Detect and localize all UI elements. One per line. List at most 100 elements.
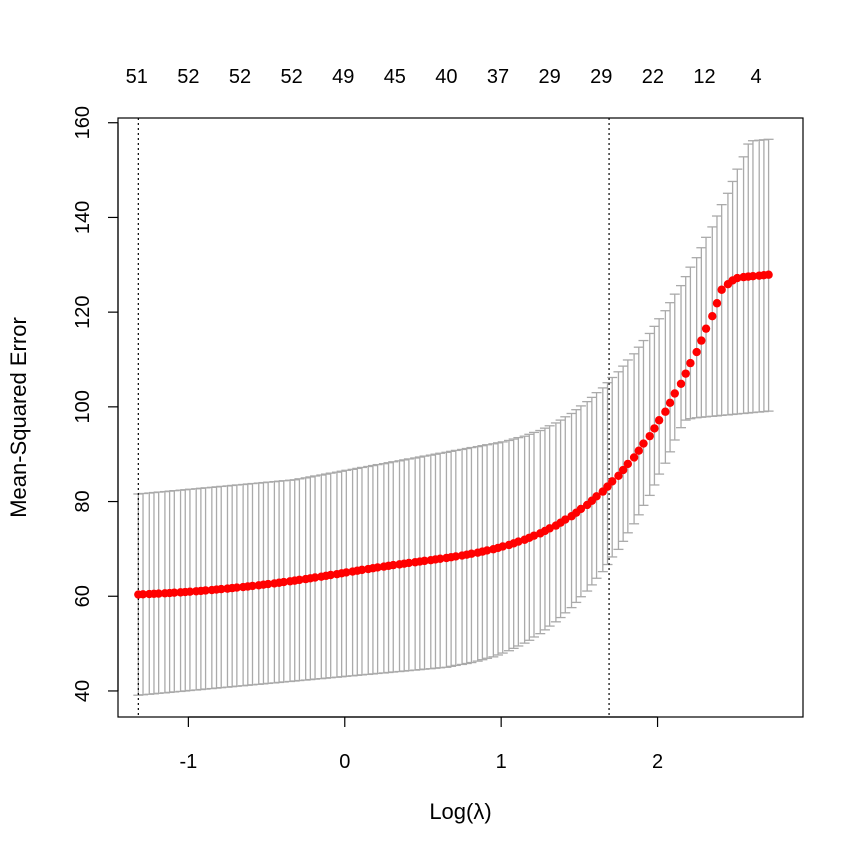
data-point [686,358,695,368]
error-bar [660,310,671,464]
error-bar [665,302,676,453]
data-point [561,515,570,524]
y-tick-label: 80 [72,490,94,512]
top-axis-label: 4 [751,66,762,88]
y-axis: 40 60 80 100 120 140 160 [72,106,119,702]
top-axis-label: 29 [590,66,612,88]
data-point [248,581,257,591]
error-bar [602,382,613,566]
data-point [185,587,195,596]
top-axis-label: 52 [177,66,199,88]
data-point [634,446,643,455]
data-point [670,389,679,398]
data-point [279,577,288,587]
data-point [170,588,179,597]
error-bar [638,339,649,506]
error-bar [680,275,691,421]
y-axis-label: Mean-Squared Error [6,317,31,518]
error-bar [676,284,687,429]
data-point [712,299,722,308]
error-bar [633,346,644,516]
data-point [692,347,701,357]
data-point [326,570,335,580]
data-point [404,558,414,568]
top-axis-label: 51 [126,66,148,88]
error-bar [571,409,582,604]
top-axis-label: 22 [642,66,664,88]
data-point [342,568,351,577]
data-point [576,504,586,514]
data-point [676,379,686,388]
x-axis-label: Log(λ) [429,799,491,824]
x-tick-label: -1 [179,751,197,773]
data-point [717,285,726,294]
data-point [748,271,758,281]
data-point [435,554,445,563]
x-tick-label: 0 [339,751,350,773]
data-point [592,492,601,501]
data-point [232,583,242,592]
y-tick-label: 100 [72,390,94,423]
error-bar [582,400,593,592]
error-bar [654,318,665,475]
y-tick-label: 120 [72,295,94,328]
y-tick-label: 140 [72,201,94,234]
data-point [310,573,320,582]
top-axis-label: 52 [280,66,302,88]
error-bar [629,353,640,525]
error-bar [607,376,618,558]
data-point [614,471,623,481]
x-tick-label: 1 [496,751,507,773]
x-axis: -1 0 1 2 [179,716,663,773]
data-point [154,589,163,598]
error-bar [622,359,633,534]
data-point [733,273,742,283]
top-axis-label: 52 [229,66,251,88]
data-point [697,336,706,345]
x-tick-label: 2 [652,751,663,773]
error-bar [560,416,571,614]
data-point [661,407,670,416]
y-tick-label: 60 [72,585,94,607]
data-point [217,584,226,594]
data-point [665,398,675,408]
data-point [420,556,429,566]
data-point [467,549,476,558]
error-bar [586,396,597,586]
data-point [373,563,382,572]
top-axis-label: 45 [384,66,406,88]
data-point [701,324,711,333]
data-point [608,477,617,486]
top-axis-label: 49 [332,66,354,88]
error-bar [613,371,624,551]
data-point [545,524,554,533]
error-bar [618,365,629,542]
error-bar [649,325,660,486]
top-axis-label: 40 [435,66,457,88]
top-axis: 51 52 52 52 49 45 40 37 29 29 22 12 4 [126,66,762,88]
top-axis-label: 12 [693,66,715,88]
data-point [645,431,654,441]
data-point [764,270,773,279]
error-bar [669,293,680,441]
data-point [263,579,273,589]
y-tick-label: 40 [72,680,94,702]
data-point [201,586,210,595]
data-point [650,424,659,433]
data-point [629,453,639,462]
top-axis-label: 29 [539,66,561,88]
data-point [451,552,461,561]
data-point [623,459,633,469]
data-point [618,465,628,475]
data-point [708,312,717,321]
data-point [681,369,690,378]
error-bar [644,332,655,497]
data-points [134,270,773,599]
error-bar [566,412,577,609]
data-point [389,560,398,570]
top-axis-label: 37 [487,66,509,88]
data-point [639,439,648,448]
data-point [654,416,664,425]
